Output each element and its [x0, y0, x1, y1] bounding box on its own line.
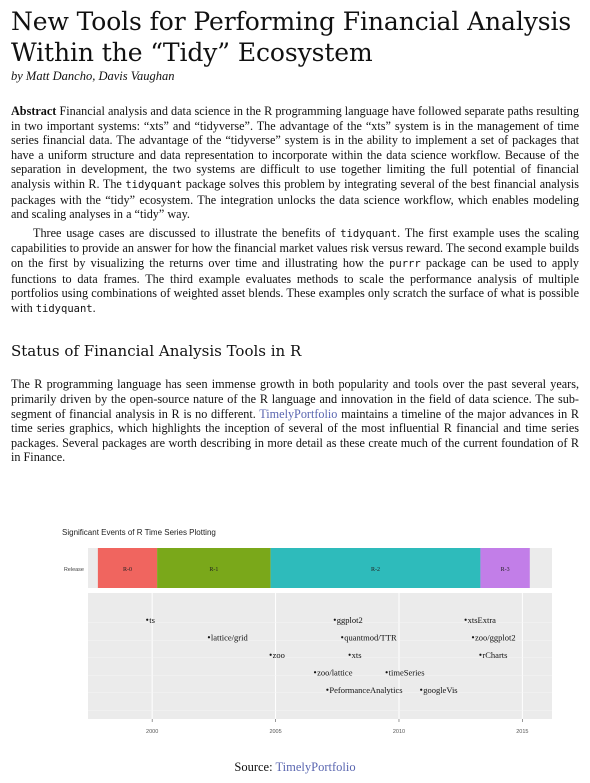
abstract-text-1: Financial analysis and data science in t…: [11, 104, 579, 191]
event-label: ts: [149, 615, 155, 625]
event-label: zoo: [273, 650, 285, 660]
event-point: [471, 636, 475, 639]
event-point: [420, 688, 423, 691]
event-point: [464, 618, 467, 621]
article-title: New Tools for Performing Financial Analy…: [11, 7, 572, 67]
event-point: [348, 653, 351, 656]
release-label: R-2: [371, 567, 380, 573]
timelyportfolio-link[interactable]: TimelyPortfolio: [259, 406, 338, 421]
event-label: lattice/grid: [211, 632, 249, 642]
figure-source: Source: TimelyPortfolio: [0, 760, 590, 775]
event-point: [269, 653, 272, 656]
event-point: [207, 636, 211, 639]
event-label: rCharts: [482, 650, 507, 660]
event-point: [326, 688, 329, 691]
release-label: R-3: [501, 567, 510, 573]
abstract-paragraph: Abstract Financial analysis and data sci…: [11, 104, 579, 222]
section-text-b: maintains a timeline of the major advanc…: [11, 406, 579, 465]
paper-page: New Tools for Performing Financial Analy…: [11, 0, 579, 465]
event-label: ggplot2: [337, 615, 363, 625]
x-tick-label: 2000: [146, 729, 158, 735]
release-bar: [270, 548, 481, 588]
chart-title: Significant Events of R Time Series Plot…: [62, 528, 216, 537]
release-bar: [157, 548, 271, 588]
package-name-purrr: purrr: [389, 257, 421, 270]
x-tick-label: 2010: [393, 729, 405, 735]
article-authors: by Matt Dancho, Davis Vaughan: [11, 69, 175, 83]
release-bar: [97, 548, 158, 588]
intro-text-a: Three usage cases are discussed to illus…: [33, 225, 341, 240]
event-label: timeSeries: [389, 667, 425, 677]
event-point: [313, 671, 317, 674]
event-label: zoo/ggplot2: [475, 632, 516, 642]
intro-paragraph: Three usage cases are discussed to illus…: [11, 226, 579, 317]
abstract-text-2: package solves this problem by integrati…: [11, 176, 579, 222]
intro-text-c: package can be used to apply functions t…: [11, 255, 579, 315]
intro-text-b: . The first example uses the scaling cap…: [11, 225, 580, 270]
events-panel: [88, 593, 552, 719]
timeline-chart-svg: Significant Events of R Time Series Plot…: [62, 528, 552, 735]
event-label: xts: [352, 650, 362, 660]
source-link[interactable]: TimelyPortfolio: [275, 760, 356, 774]
abstract-label: Abstract: [11, 104, 57, 118]
event-label: PeformanceAnalytics: [329, 685, 402, 695]
event-point: [146, 618, 149, 621]
section-heading: Status of Financial Analysis Tools in R: [11, 342, 302, 361]
event-point: [341, 636, 344, 639]
x-tick-label: 2015: [516, 729, 528, 735]
event-label: xtsExtra: [468, 615, 497, 625]
event-point: [333, 618, 336, 621]
event-label: zoo/lattice: [317, 667, 353, 677]
timeline-chart: Significant Events of R Time Series Plot…: [38, 523, 558, 749]
section-paragraph: The R programming language has seen imme…: [11, 377, 579, 465]
package-name-tidyquant: tidyquant: [340, 227, 398, 240]
intro-text-d: .: [92, 300, 96, 315]
release-row-label: Release: [64, 567, 84, 573]
package-name-tidyquant: tidyquant: [125, 178, 183, 191]
release-bar: [480, 548, 530, 588]
release-label: R-0: [123, 567, 132, 573]
event-label: googleVis: [423, 685, 457, 695]
source-label: Source:: [234, 760, 276, 774]
event-point: [385, 671, 388, 674]
package-name-tidyquant: tidyquant: [35, 302, 93, 315]
event-point: [479, 653, 482, 656]
x-tick-label: 2005: [269, 729, 281, 735]
release-label: R-1: [209, 567, 218, 573]
section-text-a: The R programming language has seen imme…: [11, 377, 579, 421]
event-label: quantmod/TTR: [344, 632, 397, 642]
